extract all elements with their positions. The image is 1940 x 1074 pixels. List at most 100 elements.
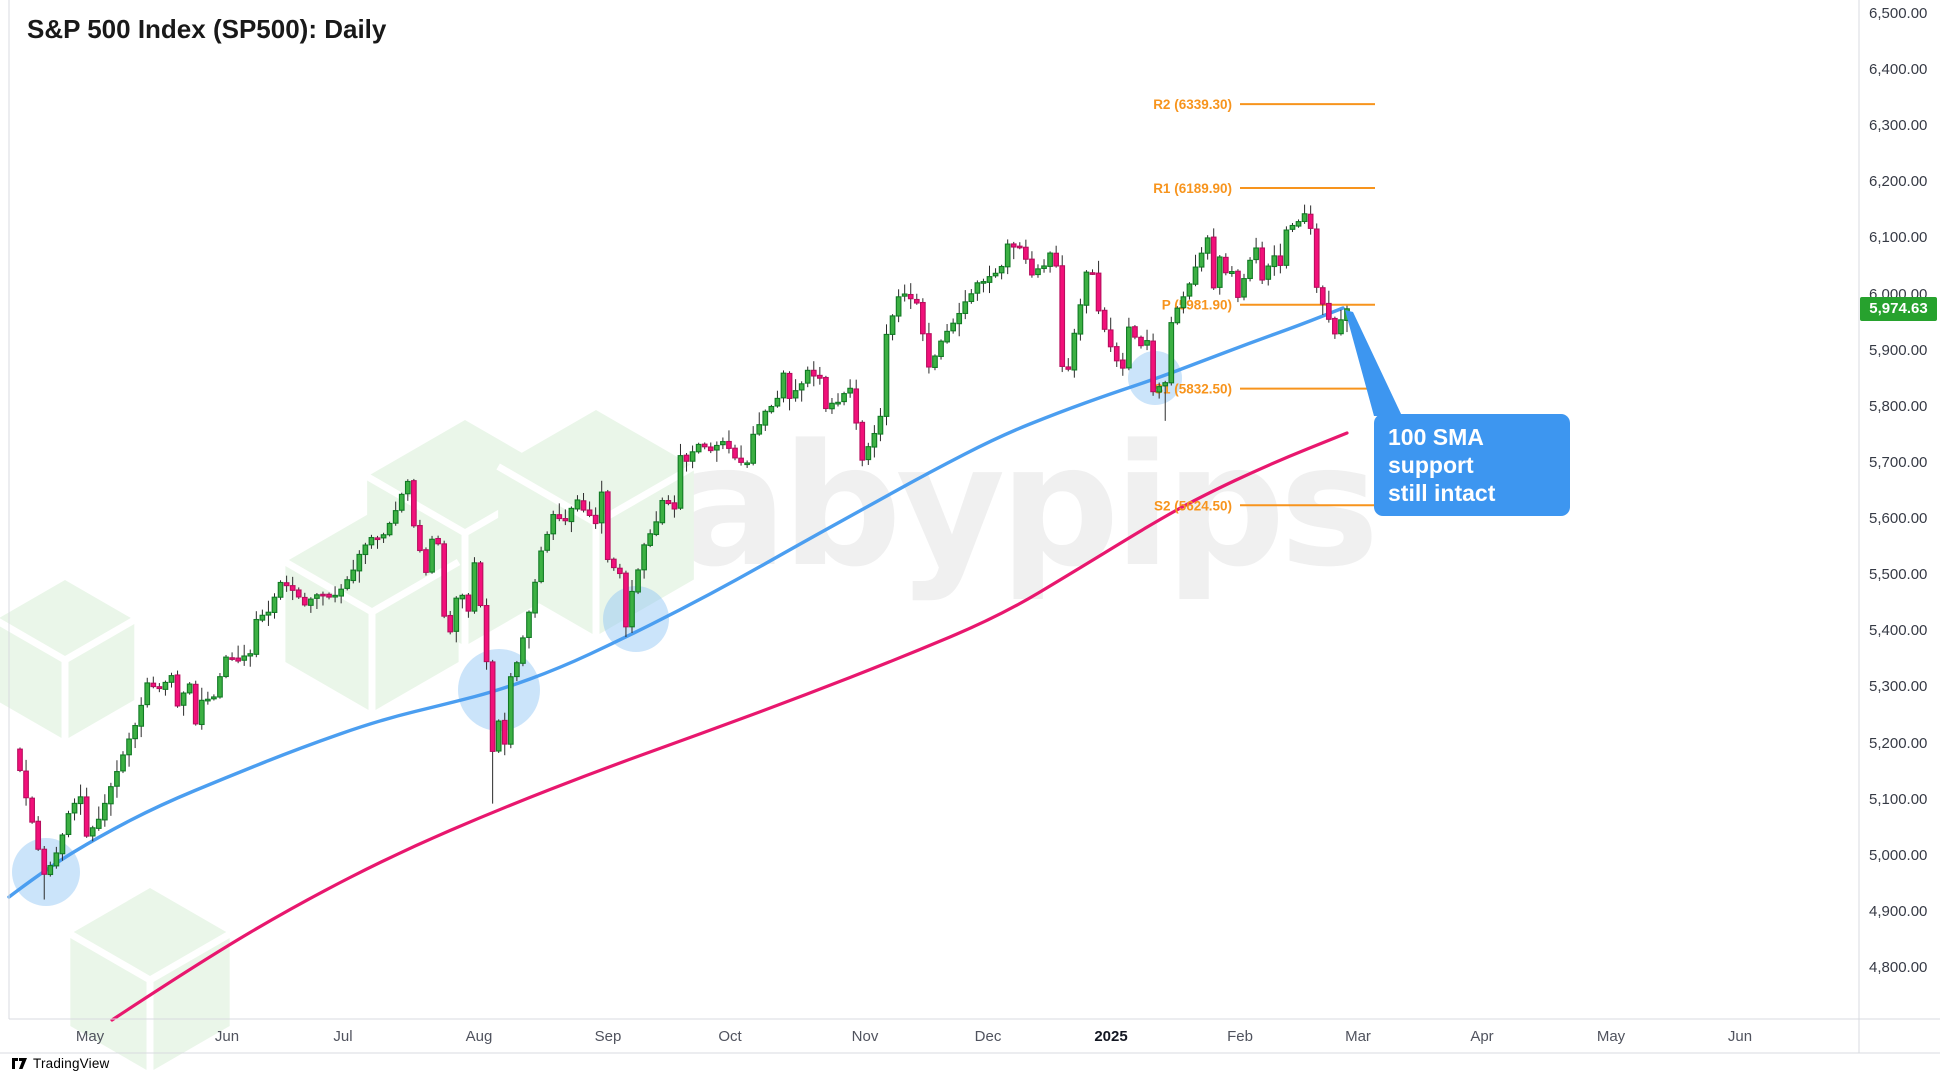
candle-up: [1253, 247, 1259, 261]
candle-up: [574, 499, 581, 510]
candle-down: [1023, 246, 1029, 260]
candle-up: [526, 611, 532, 638]
candle-down: [1059, 265, 1066, 367]
time-tick-label: Feb: [1227, 1028, 1253, 1045]
candle-up: [980, 281, 987, 284]
candle-up: [120, 754, 126, 772]
time-tick-label: 2025: [1094, 1028, 1128, 1045]
candle-down: [326, 593, 332, 598]
candle-up: [950, 322, 956, 332]
candle-down: [738, 457, 744, 463]
pivot-label-s2: S2 (5624.50): [1154, 498, 1232, 513]
candle-up: [259, 614, 266, 621]
price-tick-label: 5,800.00: [1869, 397, 1928, 415]
price-tick-label: 5,500.00: [1869, 566, 1928, 584]
candle-down: [1010, 243, 1017, 248]
candle-up: [1192, 266, 1199, 285]
candle-down: [489, 661, 496, 752]
candle-down: [1119, 359, 1126, 369]
candle-up: [356, 553, 363, 572]
candle-up: [871, 432, 878, 448]
candle-up: [211, 696, 217, 700]
candle-up: [932, 355, 938, 368]
candle-down: [17, 748, 23, 772]
candle-up: [198, 699, 205, 726]
candle-up: [1265, 265, 1272, 280]
candle-down: [295, 589, 302, 598]
candle-up: [847, 387, 853, 394]
candle-up: [1180, 296, 1187, 309]
candle-up: [1156, 386, 1163, 393]
candle-up: [59, 834, 66, 855]
time-tick-label: Jun: [214, 1028, 240, 1045]
candle-up: [1077, 304, 1084, 335]
price-tick-label: 6,200.00: [1869, 173, 1928, 191]
tradingview-logo[interactable]: TradingView: [12, 1055, 110, 1071]
candle-down: [1259, 247, 1266, 281]
candle-down: [156, 686, 163, 690]
candle-down: [580, 500, 587, 511]
candle-up: [689, 451, 696, 462]
candle-down: [816, 374, 823, 379]
candle-up: [101, 802, 108, 821]
candle-down: [83, 796, 90, 837]
price-tick-label: 6,500.00: [1869, 5, 1928, 22]
candle-down: [617, 567, 623, 575]
candle-down: [726, 440, 732, 449]
candle-up: [404, 480, 411, 495]
candle-down: [810, 369, 817, 377]
price-tick-label: 4,900.00: [1869, 902, 1928, 920]
candle-down: [732, 447, 738, 459]
candle-down: [441, 543, 448, 617]
candle-down: [586, 509, 593, 516]
candle-up: [877, 415, 884, 435]
candle-down: [701, 443, 708, 448]
candle-down: [411, 480, 417, 527]
candle-up: [398, 493, 405, 511]
candle-down: [192, 683, 199, 725]
candle-up: [1204, 237, 1211, 254]
candle-down: [1053, 252, 1060, 267]
candle-up: [992, 272, 999, 277]
candle-down: [1222, 256, 1229, 274]
price-tick-label: 5,300.00: [1869, 678, 1928, 696]
candle-up: [126, 738, 132, 756]
candle-down: [623, 572, 629, 628]
candle-up: [744, 462, 750, 466]
candle-up: [138, 704, 145, 727]
price-tick-label: 5,200.00: [1869, 734, 1928, 752]
candle-up: [368, 537, 375, 546]
candle-down: [1313, 228, 1320, 288]
candle-up: [641, 544, 647, 571]
candle-down: [417, 525, 423, 552]
price-tick-label: 5,700.00: [1869, 453, 1928, 471]
candle-up: [883, 333, 890, 417]
price-tick-label: 4,800.00: [1869, 959, 1928, 976]
time-tick-label: Sep: [594, 1028, 622, 1045]
candle-down: [926, 333, 932, 368]
candle-down: [1132, 326, 1138, 338]
candle-down: [556, 514, 563, 520]
candle-down: [23, 770, 29, 799]
candle-down: [1307, 213, 1314, 229]
candle-up: [459, 594, 466, 600]
candle-up: [1289, 224, 1296, 230]
candle-down: [1325, 302, 1332, 320]
candle-down: [1095, 272, 1102, 312]
candle-up: [792, 390, 799, 399]
candle-up: [314, 594, 320, 599]
candle-up: [1338, 319, 1344, 335]
candle-up: [841, 393, 847, 403]
candle-up: [453, 597, 460, 632]
candle-up: [550, 514, 557, 535]
candle-up: [514, 662, 520, 678]
candle-up: [986, 276, 993, 283]
candle-up: [750, 433, 757, 464]
candle-up: [780, 372, 787, 399]
candle-up: [695, 443, 702, 453]
candle-up: [1047, 252, 1053, 267]
candle-up: [392, 510, 399, 524]
candle-down: [683, 454, 690, 462]
time-tick-label: May: [75, 1028, 105, 1045]
